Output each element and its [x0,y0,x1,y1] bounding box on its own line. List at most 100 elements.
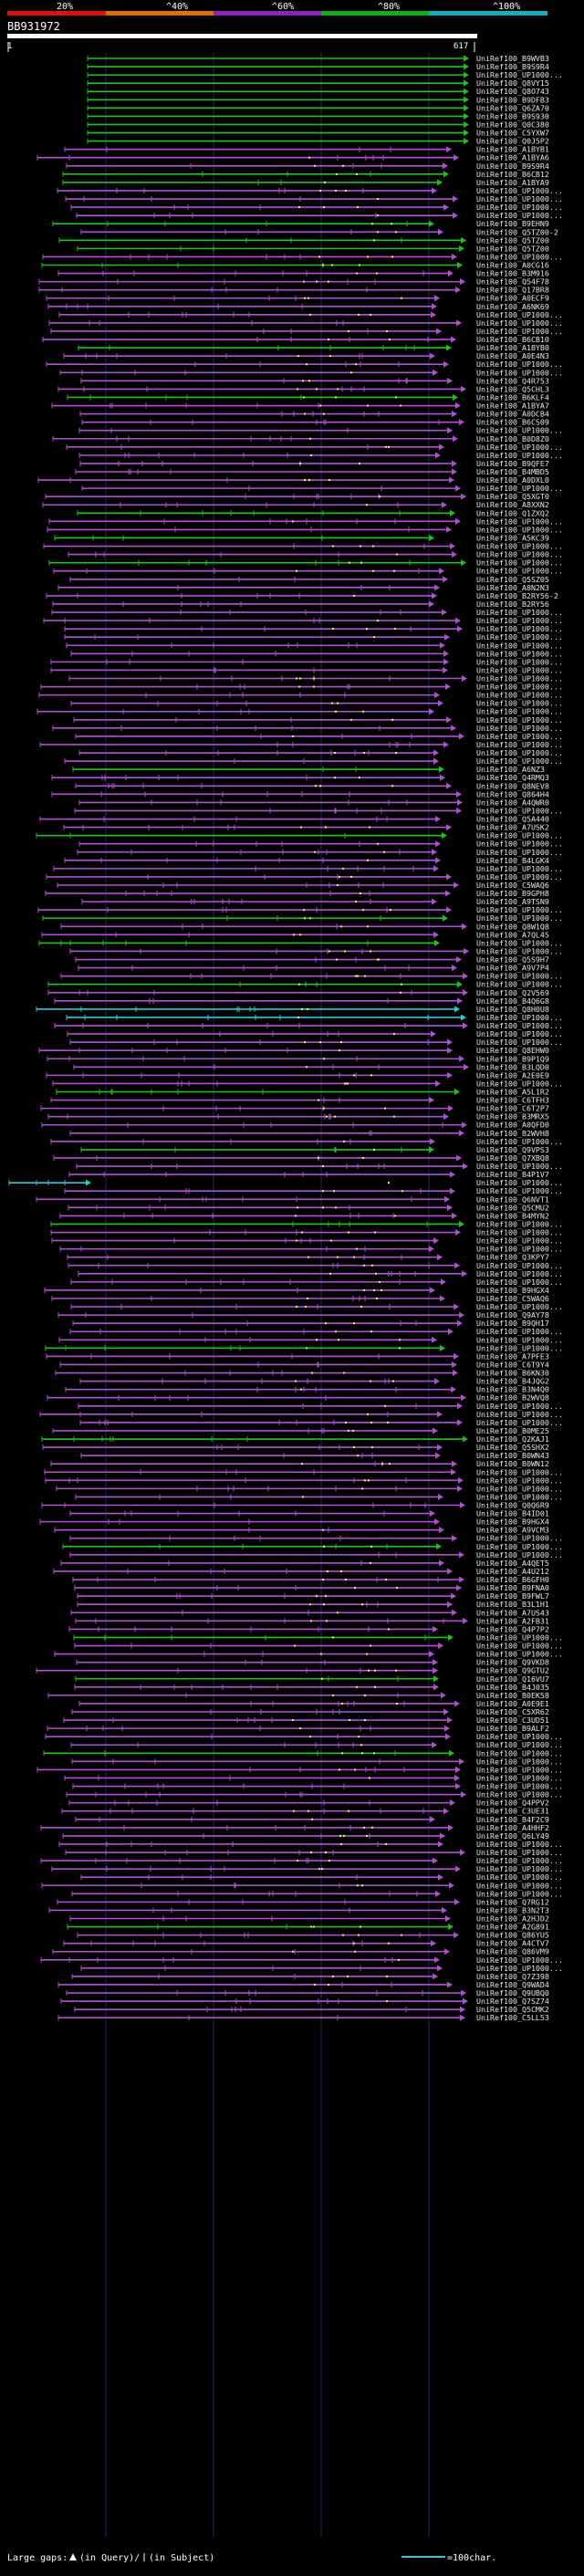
hit-label[interactable]: UniRef100_UP1000... [476,327,563,336]
hit-label[interactable]: UniRef100_UP1000... [476,748,563,757]
hit-label[interactable]: UniRef100_B9QH17 [476,1319,549,1328]
hit-label[interactable]: UniRef100_B6GFH0 [476,1575,549,1584]
hit-label[interactable]: UniRef100_UP1000... [476,913,563,923]
hit-label[interactable]: UniRef100_B0D8Z0 [476,434,549,443]
hit-label[interactable]: UniRef100_Q2V569 [476,988,549,997]
hit-label[interactable]: UniRef100_A5L1R2 [476,1088,549,1097]
hit-label[interactable]: UniRef100_Q17BR8 [476,286,549,295]
hit-label[interactable]: UniRef100_A4U212 [476,1567,549,1576]
hit-label[interactable]: UniRef100_Q9VPS3 [476,1145,549,1154]
hit-label[interactable]: UniRef100_UP1000... [476,1964,563,1973]
hit-label[interactable]: UniRef100_UP1000... [476,1740,563,1749]
hit-label[interactable]: UniRef100_UP1000... [476,665,563,674]
hit-label[interactable]: UniRef100_UP1000... [476,1418,563,1427]
hit-label[interactable]: UniRef100_UP1000... [476,980,563,989]
hit-label[interactable]: UniRef100_UP1000... [476,946,563,955]
hit-label[interactable]: UniRef100_UP1000... [476,1476,563,1485]
hit-label[interactable]: UniRef100_B4JQG2 [476,1377,549,1386]
hit-label[interactable]: UniRef100_Q6LY49 [476,1831,549,1841]
hit-label[interactable]: UniRef100_UP1000... [476,567,563,576]
hit-label[interactable]: UniRef100_Q3KPY7 [476,1253,549,1262]
hit-label[interactable]: UniRef100_B4MYN2 [476,1211,549,1220]
hit-label[interactable]: UniRef100_UP1000... [476,848,563,857]
hit-label[interactable]: UniRef100_UP1000... [476,831,563,840]
hit-label[interactable]: UniRef100_B0ME25 [476,1426,549,1435]
hit-label[interactable]: UniRef100_A9V7P4 [476,964,549,973]
hit-label[interactable]: UniRef100_UP1000... [476,724,563,733]
hit-label[interactable]: UniRef100_UP1000... [476,1889,563,1898]
hit-label[interactable]: UniRef100_UP1000... [476,806,563,815]
hit-label[interactable]: UniRef100_UP1000... [476,1245,563,1254]
hit-label[interactable]: UniRef100_Q4R753 [476,376,549,385]
hit-label[interactable]: UniRef100_UP1000... [476,641,563,650]
hit-label[interactable]: UniRef100_UP1000... [476,699,563,708]
hit-label[interactable]: UniRef100_C5LL53 [476,2013,549,2022]
hit-label[interactable]: UniRef100_UP1000... [476,1029,563,1038]
hit-label[interactable]: UniRef100_C6T9Y4 [476,1360,549,1369]
hit-label[interactable]: UniRef100_B9FWL7 [476,1591,549,1601]
hit-label[interactable]: UniRef100_A5KC39 [476,533,549,542]
hit-label[interactable]: UniRef100_UP1000... [476,756,563,766]
hit-label[interactable]: UniRef100_UP1000... [476,443,563,452]
hit-label[interactable]: UniRef100_Q5SZ05 [476,575,549,584]
hit-label[interactable]: UniRef100_B9HGX4 [476,1517,549,1527]
hit-label[interactable]: UniRef100_Q1ZXQ2 [476,508,549,517]
hit-label[interactable]: UniRef100_Q8EHW0 [476,1046,549,1055]
hit-label[interactable]: UniRef100_A4QET5 [476,1559,549,1568]
hit-label[interactable]: UniRef100_A4HHF2 [476,1823,549,1832]
hit-label[interactable]: UniRef100_UP1000... [476,1186,563,1195]
hit-label[interactable]: UniRef100_Q5TZ00 [476,235,549,245]
hit-label[interactable]: UniRef100_A9TSN9 [476,897,549,906]
hit-label[interactable]: UniRef100_UP1000... [476,1269,563,1278]
hit-label[interactable]: UniRef100_Q8O743 [476,87,549,96]
hit-label[interactable]: UniRef100_A8N2N3 [476,583,549,592]
hit-label[interactable]: UniRef100_UP1000... [476,683,563,692]
hit-label[interactable]: UniRef100_B2RY56 [476,600,549,609]
hit-label[interactable]: UniRef100_UP1000... [476,674,563,683]
hit-label[interactable]: UniRef100_Q9VKD8 [476,1658,549,1667]
hit-label[interactable]: UniRef100_UP1000... [476,1219,563,1228]
hit-label[interactable]: UniRef100_Q5CMK2 [476,2005,549,2014]
hit-label[interactable]: UniRef100_B0WN43 [476,1451,549,1460]
hit-label[interactable]: UniRef100_B2WVH8 [476,1129,549,1138]
hit-label[interactable]: UniRef100_A7US43 [476,1608,549,1617]
hit-label[interactable]: UniRef100_Q8NEV8 [476,781,549,790]
hit-label[interactable]: UniRef100_UP1000... [476,525,563,534]
hit-label[interactable]: UniRef100_A2E0E9 [476,1070,549,1079]
hit-label[interactable]: UniRef100_B3LQD0 [476,1062,549,1071]
hit-label[interactable]: UniRef100_UP1000... [476,1038,563,1047]
hit-label[interactable]: UniRef100_UP1000... [476,1881,563,1890]
hit-label[interactable]: UniRef100_B9S9R4 [476,162,549,171]
hit-label[interactable]: UniRef100_A1BYA9 [476,178,549,187]
hit-label[interactable]: UniRef100_Q7RG12 [476,1897,549,1906]
hit-label[interactable]: UniRef100_UP1000... [476,70,563,79]
hit-label[interactable]: UniRef100_Q5TZ00 [476,244,549,253]
hit-label[interactable]: UniRef100_UP1000... [476,542,563,551]
hit-label[interactable]: UniRef100_B6CS09 [476,418,549,427]
hit-label[interactable]: UniRef100_B3L1H1 [476,1600,549,1609]
hit-label[interactable]: UniRef100_UP1000... [476,1410,563,1419]
hit-label[interactable]: UniRef100_UP1000... [476,649,563,658]
hit-label[interactable]: UniRef100_UP1000... [476,616,563,625]
hit-label[interactable]: UniRef100_UP1000... [476,1302,563,1311]
hit-label[interactable]: UniRef100_B3M916 [476,269,549,278]
hit-label[interactable]: UniRef100_Q86YU5 [476,1931,549,1940]
hit-label[interactable]: UniRef100_UP1000... [476,732,563,741]
hit-label[interactable]: UniRef100_UP1000... [476,691,563,700]
hit-label[interactable]: UniRef100_Q5S9H7 [476,955,549,965]
hit-label[interactable]: UniRef100_UP1000... [476,707,563,716]
hit-label[interactable]: UniRef100_Q6ZA70 [476,103,549,112]
hit-label[interactable]: UniRef100_UP1000... [476,1840,563,1849]
hit-label[interactable]: UniRef100_UP1000... [476,1228,563,1237]
hit-label[interactable]: UniRef100_Q8W1Q8 [476,922,549,931]
hit-label[interactable]: UniRef100_A1BYB0 [476,343,549,352]
hit-label[interactable]: UniRef100_UP1000... [476,1864,563,1873]
hit-label[interactable]: UniRef100_Q0Q6R9 [476,1501,549,1510]
hit-label[interactable]: UniRef100_A7PFE3 [476,1351,549,1361]
hit-label[interactable]: UniRef100_Q86VM9 [476,1947,549,1956]
hit-label[interactable]: UniRef100_B3N2T3 [476,1905,549,1914]
hit-label[interactable]: UniRef100_B9WVB3 [476,54,549,63]
hit-label[interactable]: UniRef100_UP1000... [476,1765,563,1774]
hit-label[interactable]: UniRef100_UP1000... [476,657,563,666]
hit-label[interactable]: UniRef100_Q5A440 [476,815,549,824]
